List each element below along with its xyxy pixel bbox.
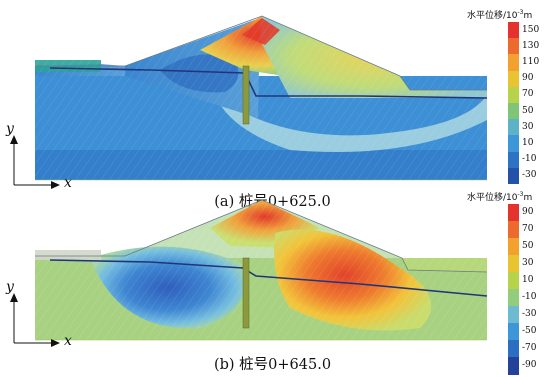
colorbar-swatch (508, 340, 519, 358)
colorbar-tick-label: 10 (522, 138, 534, 148)
colorbar-tick-label: -10 (522, 292, 537, 302)
colorbar-swatch (508, 238, 519, 256)
colorbar-swatch (508, 221, 519, 239)
colorbar-swatch (508, 323, 519, 341)
panel-a: y x (a) 桩号0+625.0 水平位移/10-3m 15013011090… (0, 0, 545, 210)
colorbar-swatch (508, 86, 519, 104)
axes-indicator-b: y x (0, 279, 80, 353)
phreatic-line-b (49, 259, 488, 297)
colorbar-a: 水平位移/10-3m 150 130 110 90 70 50 30 10 -10 -30 (467, 8, 545, 188)
x-axis-label-b: x (64, 333, 72, 349)
colorbar-tick-label: 130 (522, 40, 540, 51)
colorbar-tick-label: 70 (522, 224, 534, 234)
colorbar-tick-label: 50 (522, 241, 534, 251)
colorbar-tick-label: 90 (522, 207, 534, 217)
colorbar-tick-label: -30 (522, 170, 537, 181)
colorbar-swatch (508, 38, 519, 55)
colorbar-title-a: 水平位移/10-3m (467, 9, 533, 21)
panel-b: y x (b) 桩号0+645.0 水平位移/10-3m 90 70 50 30 10 -… (0, 188, 545, 377)
y-axis-label-b: y (6, 279, 14, 295)
fe-contour-plot-b (35, 199, 488, 341)
colorbar-tick-label: 10 (522, 275, 534, 285)
colorbar-swatch (508, 289, 519, 307)
colorbar-swatch (508, 70, 519, 88)
colorbar-tick-label: 30 (522, 258, 534, 268)
phreatic-line-a (49, 67, 488, 99)
colorbar-tick-label: 70 (522, 89, 534, 100)
x-axis-label: x (64, 175, 72, 191)
cutoff-wall-a (242, 65, 250, 125)
y-axis-label: y (6, 121, 14, 137)
cutoff-wall-b (242, 257, 250, 329)
colorbar-swatch (508, 167, 519, 185)
axes-indicator-a: y x (0, 121, 80, 195)
colorbar-tick-label: -10 (522, 154, 537, 165)
colorbar-tick-label: 150 (522, 24, 540, 35)
colorbar-tick-label: 30 (522, 121, 534, 132)
axis-arrows-b (10, 293, 60, 347)
colorbar-title-b: 水平位移/10-3m (467, 191, 533, 203)
colorbar-swatch (508, 272, 519, 290)
colorbar-tick-label: 90 (522, 73, 534, 84)
colorbar-swatch (508, 357, 519, 375)
caption-b: (b) 桩号0+645.0 (213, 357, 332, 373)
fe-contour-plot-a (35, 15, 488, 181)
colorbar-swatch (508, 204, 519, 222)
colorbar-swatch (508, 135, 519, 153)
colorbar-swatch (508, 22, 519, 39)
colorbar-swatch (508, 54, 519, 72)
colorbar-strip-a: 150 130 110 90 70 50 30 10 -10 -30 (508, 22, 539, 185)
colorbar-strip-b: 90 70 50 30 10 -10 -30 -50 -70 -90 (508, 204, 537, 375)
colorbar-swatch (508, 306, 519, 324)
colorbar-tick-label: -90 (522, 360, 537, 370)
colorbar-tick-label: -50 (522, 326, 537, 336)
colorbar-swatch (508, 151, 519, 169)
colorbar-b: 水平位移/10-3m 90 70 50 30 10 -10 -30 -50 -70 -90 (467, 190, 545, 377)
colorbar-swatch (508, 119, 519, 136)
colorbar-tick-label: 110 (522, 57, 540, 67)
colorbar-swatch (508, 103, 519, 120)
colorbar-tick-label: -70 (522, 343, 537, 353)
colorbar-tick-label: 50 (522, 105, 534, 116)
colorbar-tick-label: -30 (522, 309, 537, 319)
axis-arrows-a (10, 135, 60, 189)
colorbar-swatch (508, 255, 519, 273)
